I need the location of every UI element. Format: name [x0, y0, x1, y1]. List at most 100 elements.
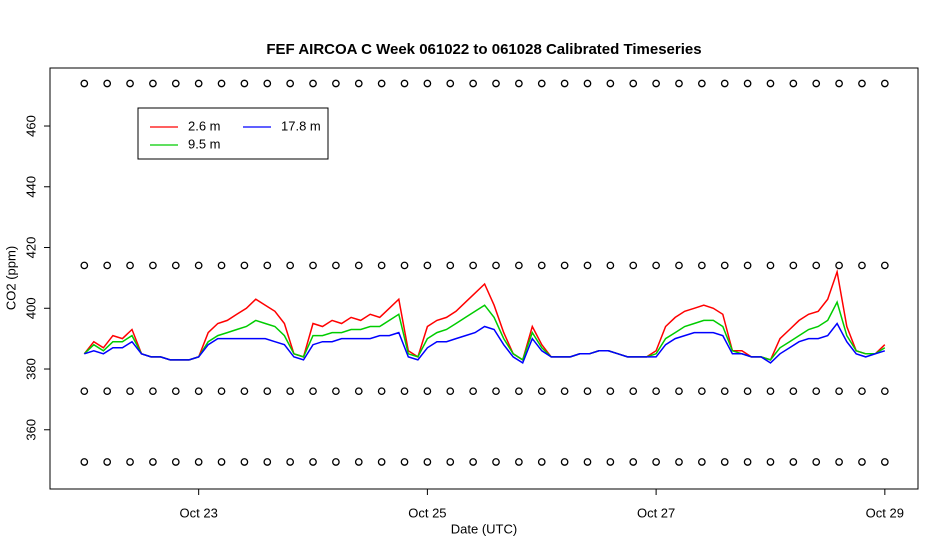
- reference-point: [354, 261, 363, 270]
- reference-point: [743, 387, 752, 396]
- reference-point: [537, 458, 546, 466]
- reference-point: [194, 387, 203, 396]
- reference-point: [217, 458, 226, 466]
- y-tick-label: 360: [23, 419, 38, 441]
- reference-point: [240, 79, 249, 88]
- reference-point: [103, 387, 112, 396]
- reference-point: [492, 261, 500, 270]
- reference-point: [858, 387, 866, 396]
- reference-point: [537, 261, 546, 270]
- data-line: [84, 322, 886, 365]
- reference-point: [354, 458, 363, 466]
- reference-point: [698, 458, 706, 466]
- reference-point: [675, 458, 683, 466]
- reference-point: [126, 261, 134, 270]
- reference-point: [171, 387, 180, 396]
- reference-point: [652, 387, 660, 396]
- reference-point: [194, 79, 203, 88]
- data-line: [83, 300, 886, 362]
- reference-point: [743, 79, 752, 88]
- reference-point: [217, 387, 226, 396]
- chart-title: FEF AIRCOA C Week 061022 to 061028 Calib…: [266, 41, 701, 58]
- reference-point: [171, 261, 180, 270]
- reference-point: [332, 261, 340, 270]
- reference-point: [423, 261, 432, 270]
- reference-point: [103, 261, 112, 270]
- legend-label: 2.6 m: [188, 118, 221, 133]
- reference-point: [446, 458, 455, 466]
- reference-point: [354, 387, 363, 396]
- reference-point: [515, 387, 523, 396]
- legend-label: 17.8 m: [281, 118, 321, 133]
- reference-point: [606, 261, 615, 270]
- reference-point: [743, 261, 752, 270]
- reference-point: [171, 458, 180, 466]
- reference-point: [583, 458, 592, 466]
- reference-point: [332, 458, 340, 466]
- reference-point: [537, 79, 546, 88]
- reference-point: [263, 458, 272, 466]
- reference-point: [469, 458, 477, 466]
- reference-point: [858, 79, 866, 88]
- reference-point: [515, 261, 523, 270]
- legend-label: 9.5 m: [188, 136, 221, 151]
- reference-point: [789, 261, 798, 270]
- reference-point: [652, 261, 660, 270]
- reference-point: [446, 261, 455, 270]
- reference-point: [812, 387, 821, 396]
- reference-point: [743, 458, 752, 466]
- reference-point: [149, 261, 157, 270]
- reference-point: [583, 261, 592, 270]
- reference-point: [606, 79, 615, 88]
- reference-point: [309, 261, 317, 270]
- reference-point: [103, 458, 112, 466]
- reference-point: [583, 79, 592, 88]
- reference-point: [309, 387, 317, 396]
- reference-point: [492, 458, 500, 466]
- reference-point: [149, 458, 157, 466]
- reference-point: [880, 458, 889, 466]
- reference-point: [835, 387, 843, 396]
- reference-point: [766, 387, 775, 396]
- reference-point: [286, 387, 295, 396]
- reference-point: [423, 458, 432, 466]
- x-tick-label: Oct 29: [866, 505, 904, 520]
- reference-point: [675, 387, 683, 396]
- reference-point: [126, 458, 134, 466]
- reference-point: [240, 261, 249, 270]
- x-tick-label: Oct 27: [637, 505, 675, 520]
- legend-box: [137, 107, 329, 160]
- reference-point: [149, 387, 157, 396]
- reference-point: [629, 79, 638, 88]
- reference-point: [423, 387, 432, 396]
- x-tick-label: Oct 25: [408, 505, 446, 520]
- reference-point: [469, 261, 477, 270]
- reference-point: [858, 261, 866, 270]
- reference-point: [858, 458, 866, 466]
- reference-point: [789, 387, 798, 396]
- x-axis-label: Date (UTC): [451, 521, 517, 536]
- reference-point: [80, 79, 89, 88]
- reference-point: [789, 79, 798, 88]
- reference-point: [652, 79, 660, 88]
- reference-point: [789, 458, 798, 466]
- reference-point: [354, 79, 363, 88]
- reference-point: [240, 387, 249, 396]
- reference-point: [377, 458, 386, 466]
- x-tick-label: Oct 23: [180, 505, 218, 520]
- reference-point: [629, 261, 638, 270]
- reference-point: [400, 79, 409, 88]
- reference-point: [560, 458, 569, 466]
- reference-point: [126, 79, 134, 88]
- reference-point: [377, 387, 386, 396]
- reference-point: [240, 458, 249, 466]
- reference-point: [835, 458, 843, 466]
- reference-point: [309, 79, 317, 88]
- reference-point: [560, 387, 569, 396]
- reference-point: [286, 261, 295, 270]
- reference-point: [80, 261, 89, 270]
- reference-point: [812, 79, 821, 88]
- reference-point: [263, 79, 272, 88]
